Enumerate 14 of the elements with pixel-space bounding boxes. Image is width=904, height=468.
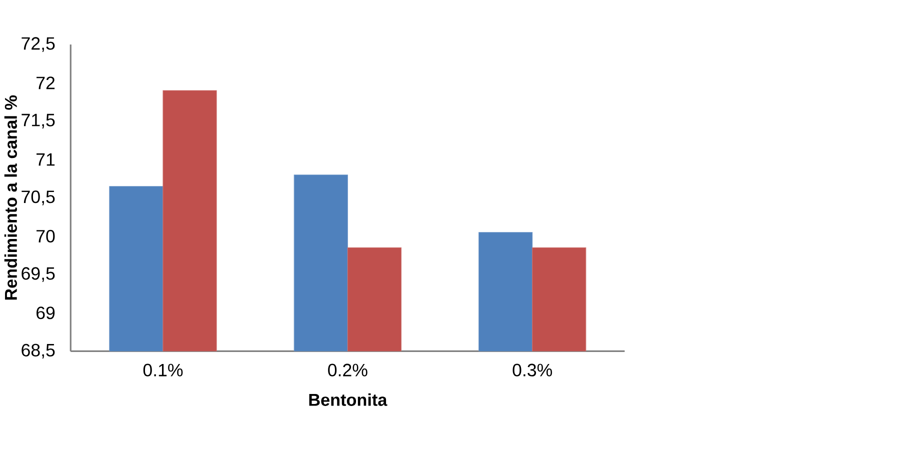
y-tick-label: 70 — [36, 230, 55, 243]
y-tick-label: 68,5 — [22, 344, 55, 359]
y-tick-label: 69,5 — [22, 267, 55, 282]
y-tick-label: 70,5 — [22, 190, 55, 206]
y-tick-label: 71 — [36, 153, 55, 166]
x-tick-label: 0.1% — [143, 364, 183, 376]
y-tick-label: 69 — [36, 306, 55, 320]
x-tick-label: 0.3% — [512, 364, 552, 376]
x-axis-title: Bentonita — [309, 393, 388, 406]
y-axis-title: Rendimiento a la canal % — [4, 95, 17, 300]
y-tick-label: 71,5 — [22, 114, 55, 128]
y-tick-label: 72,5 — [22, 37, 55, 52]
x-tick-label: 0.2% — [328, 364, 368, 376]
y-tick-label: 72 — [36, 76, 55, 90]
